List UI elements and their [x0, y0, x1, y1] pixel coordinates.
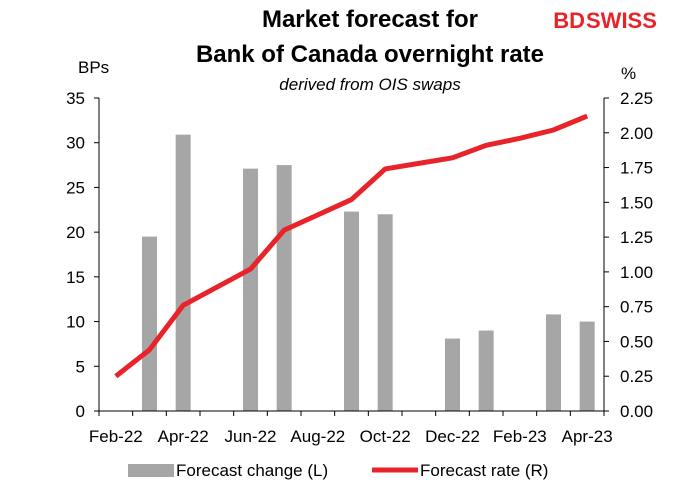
bar-Dec-22 — [445, 338, 460, 411]
y-left-tick-label: 0 — [76, 402, 85, 421]
y-left-tick-label: 15 — [66, 268, 85, 287]
y-right-tick-label: 0.75 — [620, 298, 653, 317]
y-left-tick-label: 5 — [76, 357, 85, 376]
chart-title-line1: Market forecast for — [262, 6, 478, 33]
y-right-tick-label: 2.25 — [620, 89, 653, 108]
x-tick-label: Oct-22 — [360, 427, 411, 446]
bar-Mar-23 — [546, 314, 561, 411]
x-tick-label: Feb-22 — [89, 427, 143, 446]
bar-Apr-22 — [175, 134, 191, 411]
bar-Jan-23 — [478, 330, 494, 411]
line-series — [114, 113, 589, 379]
legend-swatch-bar — [128, 464, 174, 477]
bar-Jul-22 — [276, 165, 292, 411]
y-right-tick-label: 1.00 — [620, 263, 653, 282]
y-right-tick-label: 0.25 — [620, 367, 653, 386]
y-right-tick-label: 2.00 — [620, 124, 653, 143]
y-right-tick-label: 1.25 — [620, 228, 653, 247]
y-left-ticks: 0 5 10 15 20 25 30 35 — [66, 89, 100, 421]
brand-logo-part2: SWISS — [586, 8, 657, 33]
x-tick-label: Jun-22 — [225, 427, 277, 446]
brand-logo-part1: BD — [553, 8, 585, 33]
chart-subtitle: derived from OIS swaps — [279, 75, 461, 94]
x-ticks: Feb-22 Apr-22 Jun-22 Aug-22 Oct-22 Dec-22 Feb-… — [89, 411, 613, 446]
legend: Forecast change (L) Forecast rate (R) — [128, 461, 548, 480]
y-left-tick-label: 10 — [66, 313, 85, 332]
x-tick-label: Aug-22 — [290, 427, 345, 446]
y-left-tick-label: 35 — [66, 89, 85, 108]
legend-label-line: Forecast rate (R) — [420, 461, 548, 480]
x-tick-label: Apr-22 — [158, 427, 209, 446]
y-right-tick-label: 1.75 — [620, 159, 653, 178]
bar-Jun-22 — [243, 168, 258, 411]
y-right-tick-label: 0.00 — [620, 402, 653, 421]
bar-Mar-22 — [142, 236, 157, 411]
bar-Oct-22 — [377, 214, 393, 411]
y-right-axis-label: % — [621, 64, 636, 83]
chart-title-line2: Bank of Canada overnight rate — [196, 41, 544, 68]
x-tick-label: Dec-22 — [425, 427, 480, 446]
y-right-ticks: 0.00 0.25 0.50 0.75 1.00 1.25 1.50 1.75 2.00 2.25 — [603, 89, 653, 421]
brand-logo: BD SWISS — [553, 8, 657, 33]
x-tick-label: Apr-23 — [562, 427, 613, 446]
y-left-tick-label: 30 — [66, 134, 85, 153]
bar-series — [142, 134, 595, 411]
bar-Sep-22 — [344, 211, 359, 411]
y-right-tick-label: 0.50 — [620, 332, 653, 351]
y-left-tick-label: 20 — [66, 223, 85, 242]
x-tick-label: Feb-23 — [493, 427, 547, 446]
y-left-tick-label: 25 — [66, 178, 85, 197]
y-right-tick-label: 1.50 — [620, 193, 653, 212]
y-left-axis-label: BPs — [78, 58, 109, 77]
legend-label-bar: Forecast change (L) — [176, 461, 328, 480]
bar-Apr-23 — [579, 321, 595, 411]
